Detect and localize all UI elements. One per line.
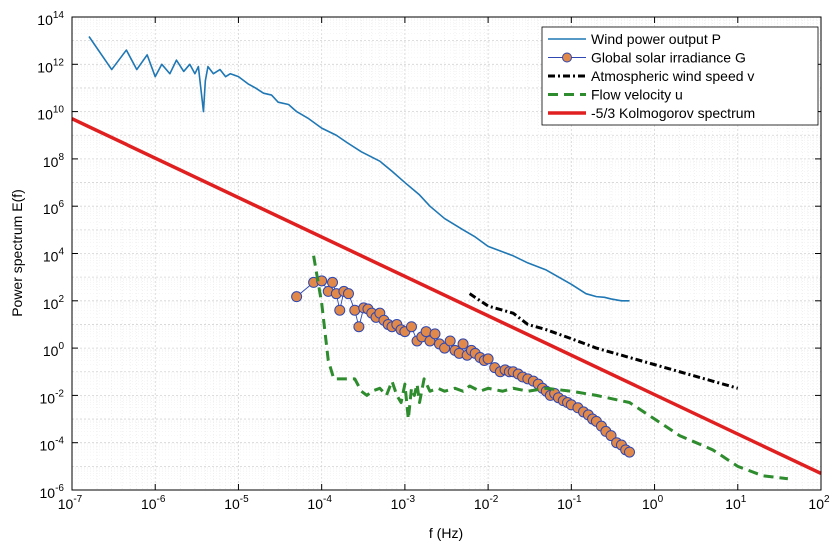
data-point [444, 335, 456, 347]
y-tick-label: 1012 [37, 57, 64, 75]
x-tick-label: 101 [725, 494, 747, 512]
legend: Wind power output P Global solar irradian… [541, 26, 819, 126]
legend-marker [562, 52, 572, 63]
series-line [71, 117, 822, 476]
legend-entry: Flow velocity u [548, 87, 683, 103]
x-tick-label: 10-3 [391, 494, 416, 512]
y-tick-label: 10-4 [40, 436, 65, 454]
data-point [457, 338, 469, 350]
data-point [353, 321, 365, 333]
data-point [624, 446, 636, 458]
y-tick-label: 10-2 [40, 388, 65, 406]
legend-label: Wind power output P [591, 31, 721, 47]
x-tick-label: 100 [642, 494, 664, 512]
legend-label: Global solar irradiance G [591, 50, 746, 66]
legend-entry: Atmospheric wind speed v [548, 68, 754, 84]
y-tick-label: 106 [43, 199, 65, 217]
data-point [349, 304, 361, 316]
legend-label: Flow velocity u [591, 87, 683, 103]
series-1 [88, 36, 630, 302]
y-tick-label: 102 [43, 294, 65, 312]
legend-box [541, 26, 819, 126]
series-2 [291, 275, 636, 458]
y-tick-label: 108 [43, 152, 65, 170]
data-point [605, 430, 617, 442]
x-tick-label: 10-2 [474, 494, 499, 512]
data-point [482, 353, 494, 365]
x-tick-label: 102 [808, 494, 830, 512]
x-tick-label: 10-5 [224, 494, 249, 512]
legend-entry: Global solar irradiance G [548, 50, 746, 66]
legend-label: Atmospheric wind speed v [591, 68, 754, 84]
series-5 [71, 117, 822, 476]
data-point [334, 304, 346, 316]
x-tick-label: 10-4 [307, 494, 332, 512]
x-tick-label: 10-6 [141, 494, 166, 512]
y-tick-label: 100 [43, 341, 65, 359]
series-line [88, 36, 630, 302]
y-tick-label: 1010 [37, 105, 64, 123]
legend-entry: -5/3 Kolmogorov spectrum [548, 105, 755, 121]
x-axis-label: f (Hz) [429, 525, 463, 541]
x-tick-label: 10-7 [58, 494, 83, 512]
data-point [342, 288, 354, 300]
legend-entry: Wind power output P [548, 31, 721, 47]
y-axis-label: Power spectrum E(f) [9, 189, 25, 317]
data-point [439, 342, 451, 354]
series-3 [468, 292, 739, 390]
x-tick-label: 10-1 [557, 494, 582, 512]
series-line [468, 292, 739, 390]
data-point [405, 321, 417, 333]
y-tick-label: 104 [43, 247, 65, 265]
data-point [291, 291, 303, 303]
data-point [327, 276, 339, 288]
series-line [312, 255, 789, 481]
series-4 [312, 255, 789, 481]
legend-label: -5/3 Kolmogorov spectrum [591, 105, 755, 121]
y-tick-label: 1014 [37, 10, 64, 28]
series-layer [71, 36, 822, 481]
data-point [429, 328, 441, 340]
